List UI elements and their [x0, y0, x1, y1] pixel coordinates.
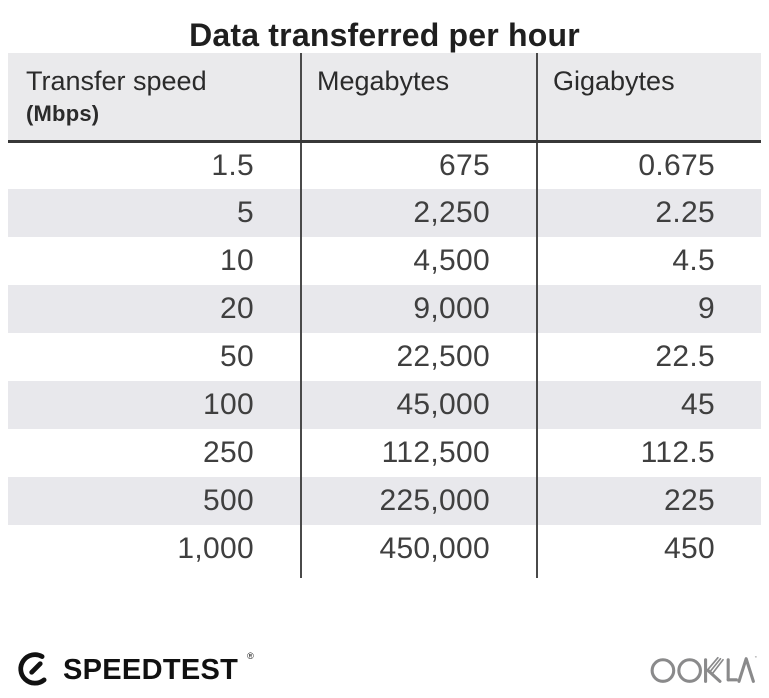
- col-header-megabytes: Megabytes: [300, 53, 537, 143]
- table-cell: 112,500: [300, 429, 537, 477]
- table-row: 500 225,000 225: [8, 477, 761, 525]
- table-cell: 22,500: [300, 333, 537, 381]
- table-cell: 10: [220, 244, 254, 277]
- speedtest-gauge-icon: [16, 649, 54, 692]
- table-cell: 20: [8, 285, 301, 333]
- table-row: 250 112,500 112.5: [8, 429, 761, 477]
- col-header-gigabytes: Gigabytes: [536, 53, 761, 143]
- table-cell: 225: [536, 477, 761, 525]
- table-cell: 45,000: [300, 381, 537, 429]
- page-title: Data transferred per hour: [189, 17, 580, 53]
- table-cell: 0.675: [536, 141, 761, 189]
- ookla-trademark-glyph: ™: [754, 655, 757, 661]
- col-header-transfer-speed-label: Transfer speed: [26, 66, 207, 96]
- table-row: 5 2,250 2.25: [8, 189, 761, 237]
- speedtest-logo: SPEEDTEST ®: [16, 649, 254, 692]
- table-cell: 4,500: [300, 237, 537, 285]
- table-cell: 5: [8, 189, 301, 237]
- speedtest-wordmark: SPEEDTEST: [63, 654, 239, 686]
- table-cell: 2,250: [300, 189, 537, 237]
- table-cell: 450: [536, 525, 761, 573]
- table-row: 1.5 675 0.675: [8, 141, 761, 189]
- table-row: 10 4,500 4.5: [8, 237, 761, 285]
- col-header-transfer-speed-unit: (Mbps): [26, 101, 100, 126]
- table-cell: 9: [536, 285, 761, 333]
- divider-overhang: [8, 573, 761, 578]
- table-cell: 250: [203, 436, 254, 469]
- table-cell: 112.5: [536, 429, 761, 477]
- table-cell: 1.5: [211, 148, 254, 182]
- table-cell: 675: [300, 141, 537, 189]
- table-row: 1,000 450,000 450: [8, 525, 761, 573]
- table-cell: 50: [220, 340, 254, 373]
- table-cell: 225,000: [300, 477, 537, 525]
- ookla-wordmark: ™: [649, 650, 760, 692]
- table-body: 1.5 675 0.675 5 2,250 2.25 10 4,500 4.5 20 9,000 9 5…: [8, 141, 761, 578]
- table-header: Transfer speed (Mbps) Megabytes Gigabyte…: [8, 53, 761, 143]
- table-cell: 4.5: [536, 237, 761, 285]
- table-row: 50 22,500 22.5: [8, 333, 761, 381]
- ookla-logo-icon: ™: [649, 650, 760, 692]
- data-table: Transfer speed (Mbps) Megabytes Gigabyte…: [8, 53, 761, 578]
- registered-trademark-icon: ®: [247, 651, 254, 661]
- table-cell: 100: [8, 381, 301, 429]
- table-cell: 9,000: [300, 285, 537, 333]
- table-cell: 2.25: [536, 189, 761, 237]
- table-row: 100 45,000 45: [8, 381, 761, 429]
- table-cell: 450,000: [300, 525, 537, 573]
- table-cell: 45: [536, 381, 761, 429]
- table-row: 20 9,000 9: [8, 285, 761, 333]
- table-cell: 1,000: [177, 532, 254, 565]
- footer: SPEEDTEST ® ™: [16, 649, 760, 692]
- table-cell: 22.5: [536, 333, 761, 381]
- col-header-transfer-speed: Transfer speed (Mbps): [8, 53, 301, 143]
- table-cell: 500: [8, 477, 301, 525]
